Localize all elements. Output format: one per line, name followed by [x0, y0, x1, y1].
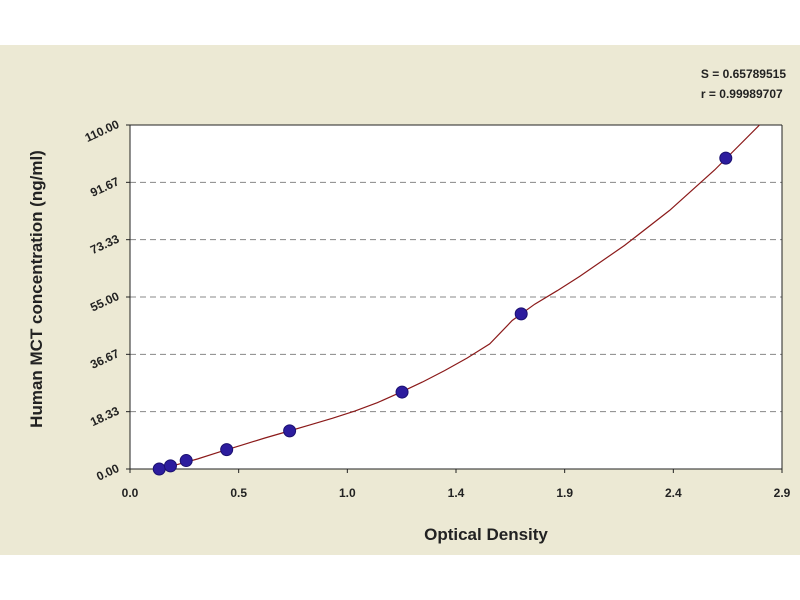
x-tick-label: 1.0: [339, 486, 356, 500]
y-tick-label: 36.67: [88, 346, 121, 372]
data-point: [514, 307, 528, 321]
y-tick-labels: 0.00 18.33 36.67 55.00 73.33 91.67 110.00: [83, 117, 130, 484]
fit-statistics: S = 0.65789515 r = 0.99989707: [701, 64, 786, 104]
data-point: [152, 462, 166, 476]
x-tick-label: 1.4: [448, 486, 465, 500]
y-tick-label: 18.33: [88, 404, 121, 430]
x-tick-label: 2.9: [774, 486, 791, 500]
y-tick-label: 0.00: [94, 461, 121, 484]
data-point: [179, 454, 193, 468]
data-point: [719, 151, 733, 165]
data-point: [163, 459, 177, 473]
x-tick-label: 0.5: [230, 486, 247, 500]
data-point: [395, 385, 409, 399]
x-axis-title: Optical Density: [424, 525, 548, 544]
fit-s-value: S = 0.65789515: [700, 67, 786, 81]
fit-r-value: r = 0.99989707: [700, 87, 783, 101]
x-tick-label: 2.4: [665, 486, 682, 500]
x-tick-labels: 0.0 0.5 1.0 1.4 1.9 2.4 2.9: [122, 469, 791, 500]
y-axis-title: Human MCT concentration (ng/ml): [27, 150, 46, 428]
x-tick-label: 1.9: [556, 486, 573, 500]
data-points: [152, 151, 733, 476]
y-tick-label: 91.67: [88, 174, 121, 200]
y-tick-label: 110.00: [83, 117, 122, 145]
fit-curve: [154, 124, 760, 470]
data-point: [220, 443, 234, 457]
y-tick-label: 55.00: [88, 289, 121, 315]
grid-lines: [130, 181, 782, 413]
data-point: [283, 424, 297, 438]
y-tick-label: 73.33: [88, 232, 121, 258]
x-tick-label: 0.0: [122, 486, 139, 500]
